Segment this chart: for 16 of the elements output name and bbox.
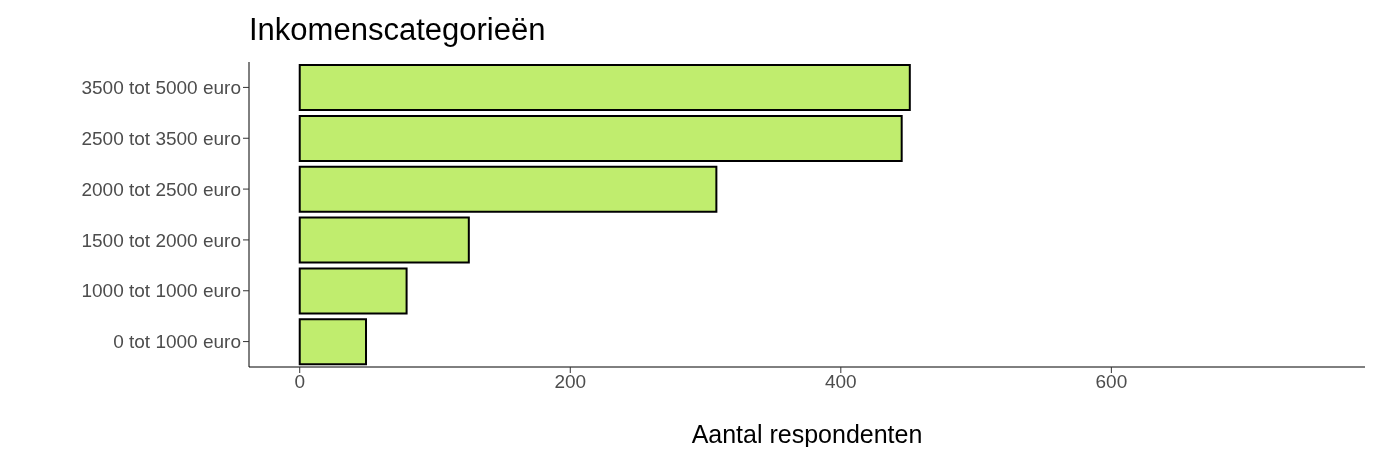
x-tick-label: 0 <box>294 371 306 393</box>
bar <box>298 114 903 162</box>
chart-title: Inkomenscategorieën <box>248 11 547 49</box>
x-tick-label: 600 <box>1095 371 1128 393</box>
bar <box>298 165 718 213</box>
y-tick-label: 0 tot 1000 euro <box>113 331 241 353</box>
y-tick-label: 1500 tot 2000 euro <box>81 229 241 251</box>
bar <box>298 267 408 315</box>
x-tick-label: 200 <box>554 371 587 393</box>
y-tick-label: 2500 tot 3500 euro <box>81 128 241 149</box>
x-tick-label: 400 <box>824 371 857 393</box>
y-tick-label: 2000 tot 2500 euro <box>81 178 241 200</box>
y-tick-label: 1000 tot 1000 euro <box>81 280 241 302</box>
bar <box>298 64 911 112</box>
bar <box>298 216 470 264</box>
y-tick-label: 3500 tot 5000 euro <box>81 77 241 99</box>
